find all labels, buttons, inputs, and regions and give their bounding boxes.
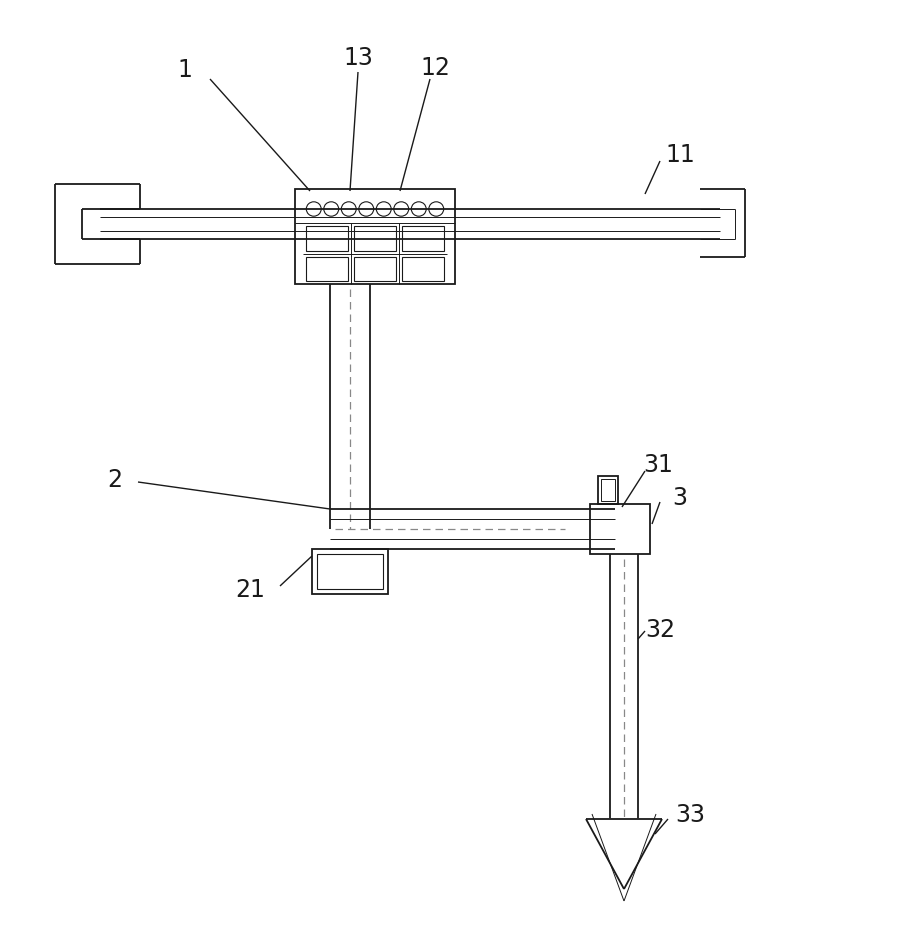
- Text: 12: 12: [420, 56, 450, 80]
- Text: 11: 11: [665, 143, 695, 167]
- Text: 13: 13: [343, 46, 373, 70]
- Text: 31: 31: [643, 452, 673, 476]
- Bar: [598, 476, 618, 505]
- Bar: [312, 549, 388, 594]
- Polygon shape: [586, 819, 662, 889]
- Bar: [317, 554, 383, 590]
- Bar: [402, 227, 444, 251]
- Bar: [295, 190, 455, 285]
- Text: 3: 3: [672, 486, 688, 509]
- Bar: [306, 257, 348, 282]
- Bar: [590, 505, 650, 554]
- Text: 1: 1: [177, 58, 193, 82]
- Bar: [402, 257, 444, 282]
- Text: 33: 33: [675, 802, 705, 826]
- Bar: [354, 257, 396, 282]
- Text: 32: 32: [645, 618, 675, 641]
- Bar: [306, 227, 348, 251]
- Bar: [601, 479, 615, 502]
- Text: 21: 21: [235, 578, 265, 601]
- Text: 2: 2: [108, 467, 122, 491]
- Bar: [354, 227, 396, 251]
